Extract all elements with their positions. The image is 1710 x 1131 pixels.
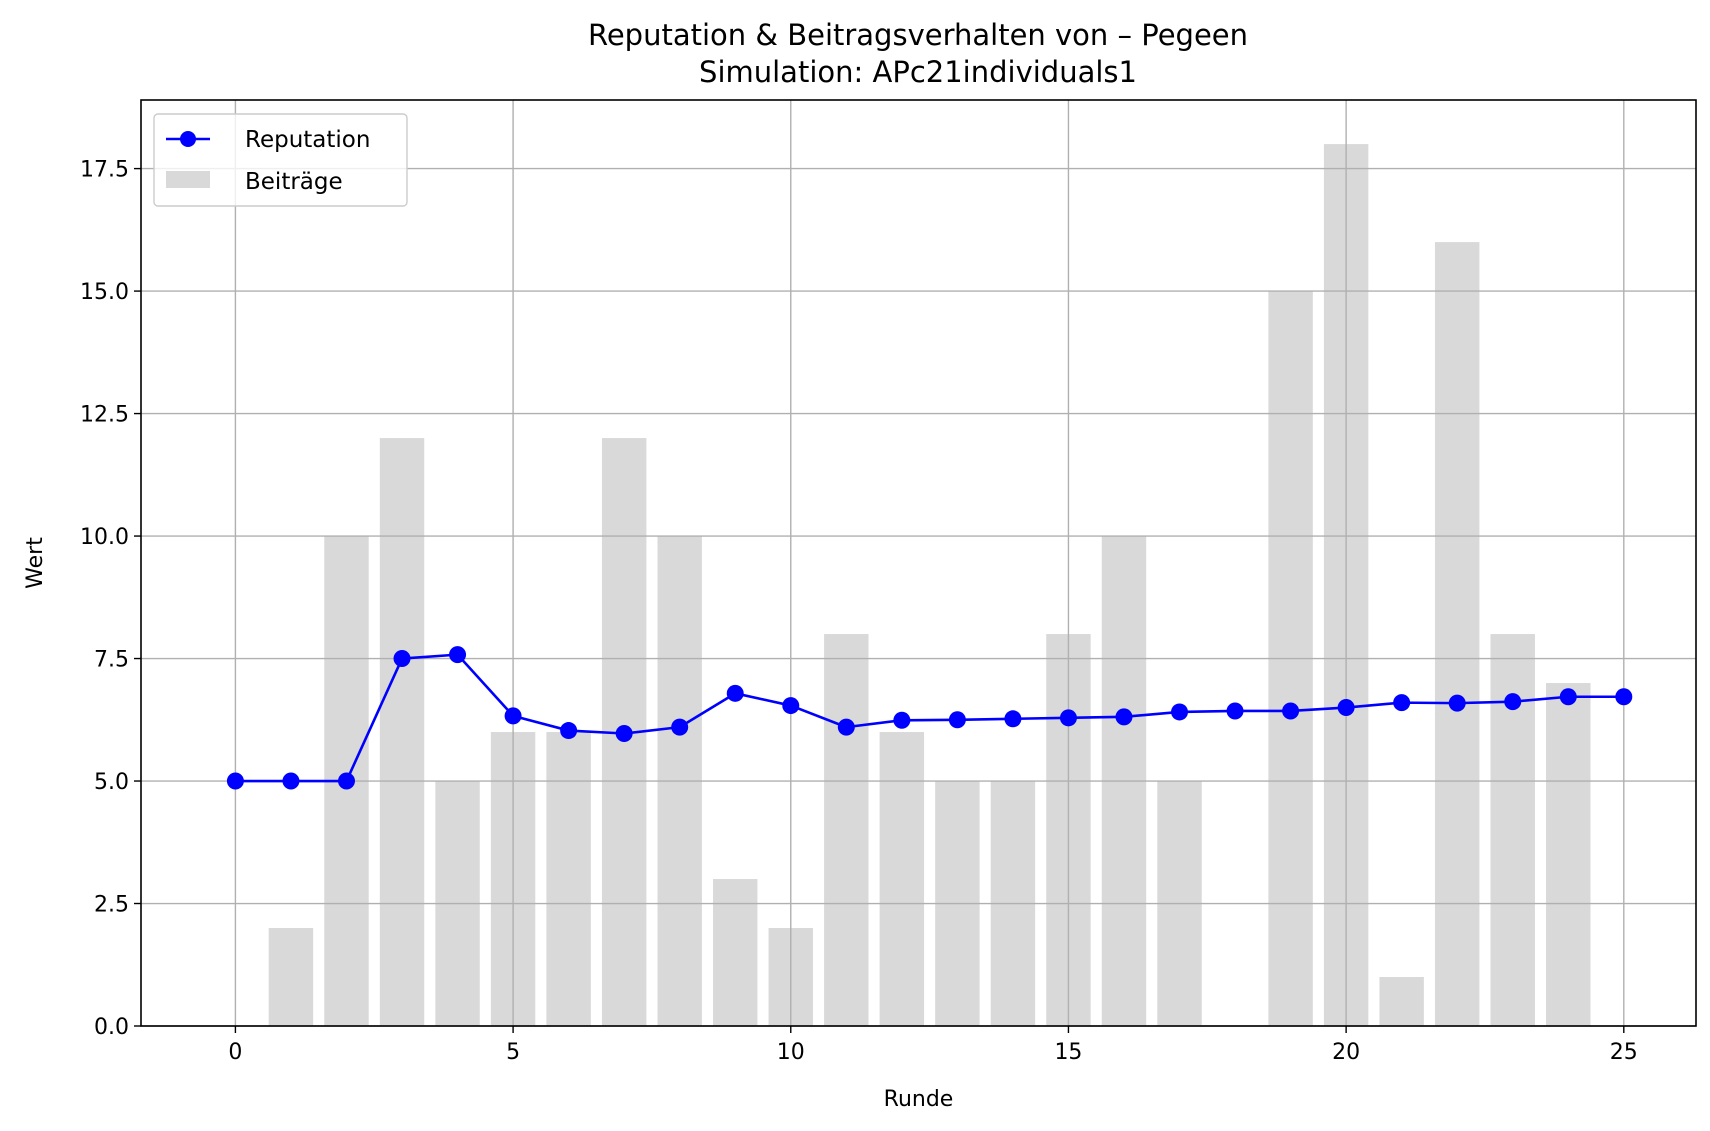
x-tick-label: 20 [1332, 1040, 1360, 1065]
reputation-point-runde-15 [1059, 709, 1077, 727]
plot-frame [140, 99, 1697, 1027]
y-tick-label: 5.0 [94, 770, 129, 795]
y-tick-label: 17.5 [80, 158, 129, 183]
bar-runde-3 [379, 438, 425, 1027]
y-tick-label: 0.0 [94, 1015, 129, 1040]
legend-label-beitraege: Beiträge [245, 169, 343, 195]
reputation-point-runde-21 [1393, 694, 1411, 712]
reputation-point-runde-12 [893, 711, 911, 729]
x-tick-label: 25 [1610, 1040, 1638, 1065]
chart-title: Reputation & Beitragsverhalten von – Peg… [588, 18, 1248, 52]
reputation-point-runde-4 [449, 646, 467, 664]
bar-runde-11 [824, 634, 869, 1026]
bar-runde-23 [1490, 634, 1535, 1026]
y-tick-label: 7.5 [94, 648, 129, 673]
x-tick-label: 0 [228, 1040, 242, 1065]
x-axis-label: Runde [884, 1087, 954, 1112]
reputation-point-runde-8 [671, 718, 689, 736]
legend-box [153, 113, 408, 207]
reputation-point-runde-1 [282, 772, 300, 790]
reputation-point-runde-10 [782, 697, 800, 715]
reputation-point-runde-22 [1448, 694, 1466, 712]
chart-subtitle: Simulation: APc21individuals1 [699, 55, 1137, 89]
reputation-point-runde-19 [1282, 702, 1300, 720]
y-tick-label: 12.5 [80, 403, 129, 428]
bar-runde-22 [1434, 242, 1480, 1026]
y-tick-label: 2.5 [94, 893, 129, 918]
y-axis-label: Wert [23, 537, 48, 589]
reputation-point-runde-9 [726, 684, 744, 702]
reputation-line [235, 653, 1624, 783]
reputation-point-runde-0 [226, 772, 244, 790]
reputation-point-runde-5 [504, 707, 522, 725]
legend-marker-swatch [180, 131, 196, 147]
bar-runde-6 [546, 732, 591, 1026]
reputation-point-runde-16 [1115, 708, 1133, 726]
x-tick-label: 15 [1054, 1040, 1082, 1065]
legend: Reputation Beiträge [153, 113, 408, 207]
reputation-point-runde-13 [948, 711, 966, 729]
reputation-point-runde-20 [1337, 699, 1355, 717]
line-layer [226, 646, 1633, 790]
reputation-point-runde-18 [1226, 702, 1244, 720]
x-tick-label: 10 [777, 1040, 805, 1065]
bar-runde-12 [879, 732, 925, 1026]
reputation-point-runde-2 [337, 772, 355, 790]
reputation-point-runde-7 [615, 725, 633, 743]
y-tick-label: 15.0 [80, 280, 129, 305]
reputation-point-runde-3 [393, 650, 411, 668]
reputation-point-runde-11 [837, 718, 855, 736]
reputation-point-runde-17 [1171, 703, 1189, 721]
reputation-point-runde-6 [560, 722, 578, 740]
reputation-point-runde-23 [1504, 693, 1522, 711]
y-tick-label: 10.0 [80, 525, 129, 550]
bar-runde-21 [1379, 977, 1424, 1026]
reputation-point-runde-14 [1004, 710, 1022, 728]
reputation-point-runde-25 [1615, 688, 1633, 706]
legend-bar-swatch [166, 171, 210, 188]
legend-label-reputation: Reputation [245, 127, 370, 153]
x-tick-label: 5 [506, 1040, 520, 1065]
ticks-layer: 0 5 10 15 20 25 0.0 2.5 5.0 7.5 10.0 12.5 15.0 17.5 [80, 158, 1638, 1065]
bar-runde-9 [713, 879, 758, 1026]
reputation-point-runde-24 [1559, 688, 1577, 706]
bar-runde-1 [268, 928, 314, 1026]
bar-runde-24 [1546, 683, 1591, 1026]
